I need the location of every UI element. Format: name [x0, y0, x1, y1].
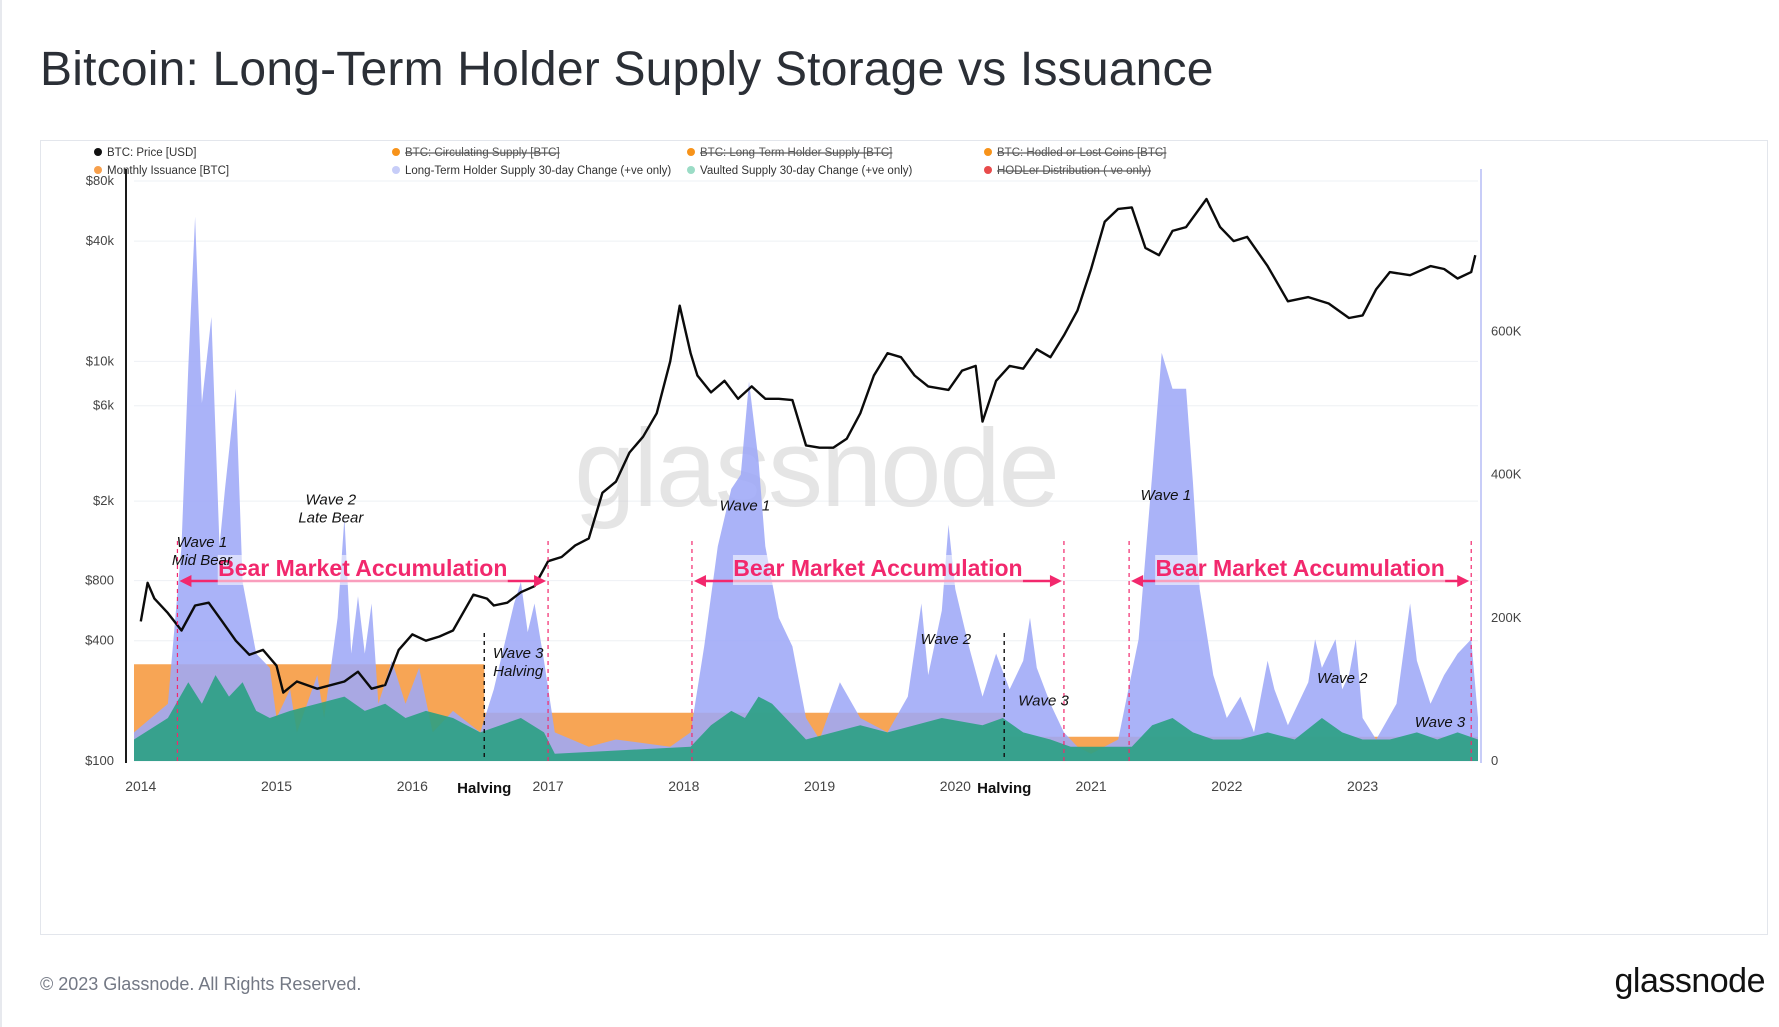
legend-marker — [94, 148, 102, 156]
accumulation-label: Bear Market Accumulation — [218, 555, 507, 581]
y-left-tick-label: $2k — [93, 493, 114, 508]
chart-legend: BTC: Price [USD] BTC: Circulating Supply … — [94, 147, 1166, 177]
wave-label: Wave 3 — [1415, 714, 1466, 731]
accumulation-label: Bear Market Accumulation — [733, 555, 1022, 581]
wave-annotation: Wave 1 — [1140, 487, 1191, 504]
x-tick-label: 2015 — [261, 778, 292, 794]
y-left-tick-label: $800 — [85, 573, 114, 588]
y-right-tick-label: 200K — [1491, 610, 1522, 625]
legend-label: BTC: Hodled or Lost Coins [BTC] — [997, 147, 1166, 159]
page-title: Bitcoin: Long-Term Holder Supply Storage… — [40, 43, 1214, 96]
accumulation-label-backdrop — [1155, 555, 1446, 585]
legend-item[interactable]: BTC: Circulating Supply [BTC] — [392, 147, 560, 159]
legend-label: Monthly Issuance [BTC] — [107, 165, 229, 177]
accumulation-arrow-right-head — [1457, 575, 1470, 587]
y-left-tick-label: $10k — [86, 353, 115, 368]
wave-annotation: Wave 1 — [720, 498, 771, 515]
series-vaulted-supply-change — [134, 675, 1478, 761]
legend-label: BTC: Circulating Supply [BTC] — [405, 147, 560, 159]
y-left-tick-label: $80k — [86, 173, 115, 188]
wave-label: Late Bear — [298, 510, 364, 527]
legend-item[interactable]: Vaulted Supply 30-day Change (+ve only) — [687, 165, 913, 177]
chart-canvas: glassnode $80k $40k $10k $6k $2k $800 $400 $100 0… — [85, 147, 1522, 797]
accumulation-arrow-right-head — [1049, 575, 1062, 587]
y-left-tick-label: $6k — [93, 398, 114, 413]
y-right-tick-label: 0 — [1491, 753, 1498, 768]
y-right-tick-label: 400K — [1491, 467, 1522, 482]
legend-item[interactable]: BTC: Price [USD] — [94, 147, 196, 159]
wave-label: Wave 3 — [1018, 692, 1069, 709]
wave-label: Wave 1 — [1140, 487, 1191, 504]
accumulation-arrow-right-head — [534, 575, 547, 587]
x-tick-label: 2022 — [1211, 778, 1242, 794]
wave-annotation: Wave 2 — [921, 631, 972, 648]
y-left-tick-label: $100 — [85, 753, 114, 768]
legend-label: BTC: Long-Term Holder Supply [BTC] — [700, 147, 892, 159]
x-tick-label: 2017 — [532, 778, 563, 794]
wave-label: Wave 3 — [493, 645, 544, 662]
y-left-tick-label: $400 — [85, 633, 114, 648]
x-tick-label: 2020 — [940, 778, 971, 794]
legend-marker — [984, 166, 992, 174]
legend-marker — [94, 166, 102, 174]
wave-label: Wave 1 — [720, 498, 771, 515]
wave-label: Wave 1 — [177, 534, 228, 551]
series-lth-supply-change — [134, 216, 1478, 761]
x-tick-label: 2018 — [668, 778, 699, 794]
legend-item[interactable]: Monthly Issuance [BTC] — [94, 165, 229, 177]
legend-item[interactable]: BTC: Long-Term Holder Supply [BTC] — [687, 147, 892, 159]
legend-item[interactable]: BTC: Hodled or Lost Coins [BTC] — [984, 147, 1166, 159]
plot-area — [134, 197, 1478, 761]
legend-item[interactable]: Long-Term Holder Supply 30-day Change (+… — [392, 165, 671, 177]
wave-label: Wave 2 — [921, 631, 972, 648]
x-tick-label: 2016 — [397, 778, 428, 794]
chart-panel: glassnode $80k $40k $10k $6k $2k $800 $400 $100 0… — [40, 140, 1768, 935]
legend-label: Vaulted Supply 30-day Change (+ve only) — [700, 165, 913, 177]
legend-label: Long-Term Holder Supply 30-day Change (+… — [405, 165, 671, 177]
footer-brand-logo[interactable]: glassnode — [1614, 962, 1765, 1000]
accumulation-arrow-left-head — [1131, 575, 1144, 587]
series-btc-price — [139, 197, 1477, 694]
accumulation-arrow-left-head — [693, 575, 706, 587]
footer-copyright: © 2023 Glassnode. All Rights Reserved. — [40, 974, 362, 994]
accumulation-label-backdrop — [217, 555, 508, 585]
halving-marker: Halving — [977, 633, 1031, 797]
accumulation-arrow-left-head — [179, 575, 192, 587]
accumulation-label-backdrop — [732, 555, 1023, 585]
legend-marker — [392, 148, 400, 156]
wave-annotation: Wave 3 — [1415, 714, 1466, 731]
y-left-tick-label: $40k — [86, 233, 115, 248]
watermark-text: glassnode — [574, 407, 1058, 530]
page-left-border — [0, 0, 2, 1027]
wave-label: Mid Bear — [172, 552, 233, 569]
x-tick-label: 2014 — [125, 778, 156, 794]
x-tick-label: 2019 — [804, 778, 835, 794]
legend-marker — [687, 166, 695, 174]
legend-marker — [392, 166, 400, 174]
accumulation-annotation: Bear Market Accumulation — [691, 541, 1065, 761]
wave-label: Wave 2 — [306, 492, 357, 509]
x-tick-label: 2021 — [1076, 778, 1107, 794]
accumulation-annotation: Bear Market Accumulation — [1128, 541, 1472, 761]
halving-label: Halving — [977, 780, 1031, 797]
legend-label: HODLer Distribution (-ve only) — [997, 165, 1151, 177]
wave-annotation: Wave 3 — [1018, 692, 1069, 709]
halving-label: Halving — [457, 780, 511, 797]
legend-item[interactable]: HODLer Distribution (-ve only) — [984, 165, 1151, 177]
wave-label: Halving — [493, 663, 544, 680]
y-right-tick-label: 600K — [1491, 323, 1522, 338]
legend-marker — [687, 148, 695, 156]
x-tick-label: 2023 — [1347, 778, 1378, 794]
halving-marker: Halving — [457, 633, 511, 797]
legend-label: BTC: Price [USD] — [107, 147, 196, 159]
wave-label: Wave 2 — [1317, 670, 1368, 687]
legend-marker — [984, 148, 992, 156]
wave-annotation: Wave 2 — [1317, 670, 1368, 687]
accumulation-annotation: Bear Market Accumulation — [176, 541, 549, 761]
accumulation-label: Bear Market Accumulation — [1156, 555, 1445, 581]
